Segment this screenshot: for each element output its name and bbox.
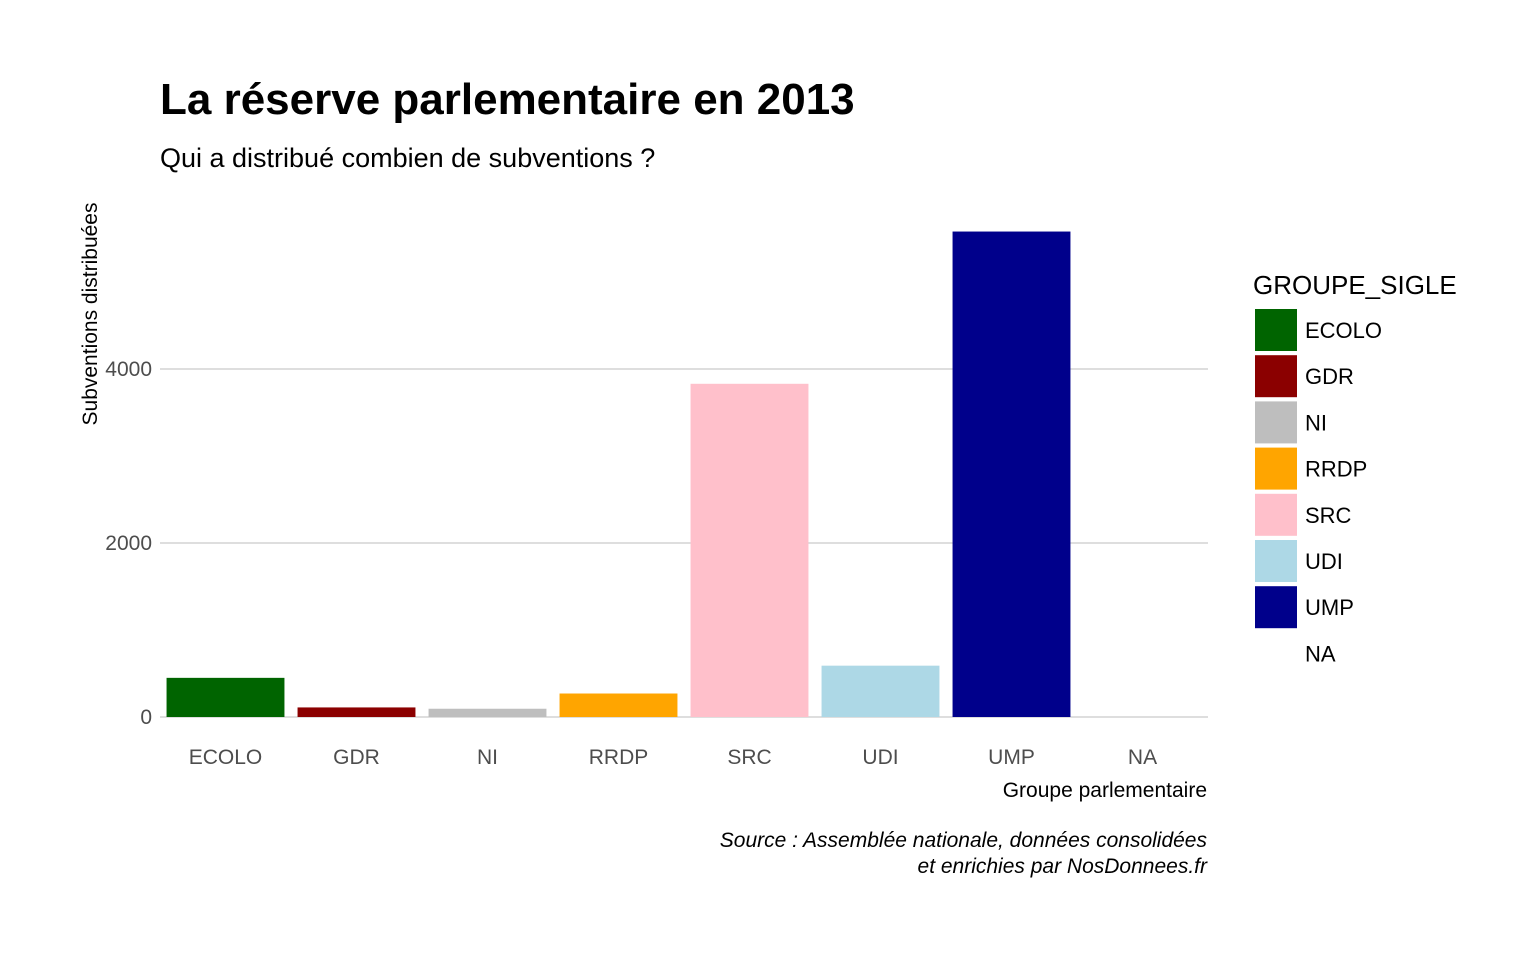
legend-swatch-gdr bbox=[1255, 355, 1297, 398]
y-tick-label: 0 bbox=[140, 706, 152, 729]
x-tick-label-gdr: GDR bbox=[333, 746, 380, 769]
y-tick-labels: 0 2000 4000 bbox=[105, 358, 152, 729]
legend-swatch-ump bbox=[1255, 586, 1297, 629]
legend-swatch-ni bbox=[1255, 401, 1297, 444]
bar-src bbox=[690, 383, 809, 717]
chart-subtitle: Qui a distribué combien de subventions ? bbox=[160, 143, 655, 173]
legend-label-src: SRC bbox=[1305, 503, 1352, 528]
legend-swatch-udi bbox=[1255, 540, 1297, 582]
bar-ni bbox=[428, 708, 547, 717]
x-axis-label: Groupe parlementaire bbox=[1003, 779, 1207, 802]
legend-swatch-rrdp bbox=[1255, 447, 1297, 490]
legend-swatch-src bbox=[1255, 493, 1297, 536]
bars bbox=[166, 231, 1071, 718]
bar-ecolo bbox=[166, 677, 285, 717]
legend-swatch-ecolo bbox=[1255, 309, 1297, 351]
x-tick-label-na: NA bbox=[1128, 746, 1157, 769]
x-tick-label-rrdp: RRDP bbox=[589, 746, 649, 769]
bar-udi bbox=[821, 665, 940, 717]
legend-label-na: NA bbox=[1305, 641, 1336, 666]
legend-label-rrdp: RRDP bbox=[1305, 457, 1367, 482]
legend: GROUPE_SIGLE ECOLO GDR NI RRDP SRC UDI UMP NA bbox=[1253, 270, 1457, 675]
x-tick-label-src: SRC bbox=[727, 746, 771, 769]
legend-label-udi: UDI bbox=[1305, 549, 1343, 574]
legend-label-ump: UMP bbox=[1305, 595, 1354, 620]
legend-label-ecolo: ECOLO bbox=[1305, 318, 1382, 343]
y-tick-label: 2000 bbox=[105, 532, 152, 555]
x-tick-labels: ECOLO GDR NI RRDP SRC UDI UMP NA bbox=[189, 746, 1157, 769]
caption-line-2: et enrichies par NosDonnees.fr bbox=[918, 855, 1208, 878]
legend-title: GROUPE_SIGLE bbox=[1253, 270, 1457, 300]
legend-swatch-na bbox=[1255, 632, 1297, 675]
x-tick-label-udi: UDI bbox=[862, 746, 898, 769]
x-tick-label-ni: NI bbox=[477, 746, 498, 769]
legend-label-gdr: GDR bbox=[1305, 364, 1354, 389]
bar-rrdp bbox=[559, 693, 678, 717]
y-axis-label: Subventions distribuées bbox=[79, 203, 102, 426]
chart-title: La réserve parlementaire en 2013 bbox=[160, 75, 855, 124]
y-tick-label: 4000 bbox=[105, 358, 152, 381]
bar-gdr bbox=[297, 707, 416, 717]
x-tick-label-ecolo: ECOLO bbox=[189, 746, 263, 769]
caption-line-1: Source : Assemblée nationale, données co… bbox=[720, 829, 1208, 852]
legend-label-ni: NI bbox=[1305, 410, 1327, 435]
x-tick-label-ump: UMP bbox=[988, 746, 1035, 769]
bar-ump bbox=[952, 231, 1071, 718]
